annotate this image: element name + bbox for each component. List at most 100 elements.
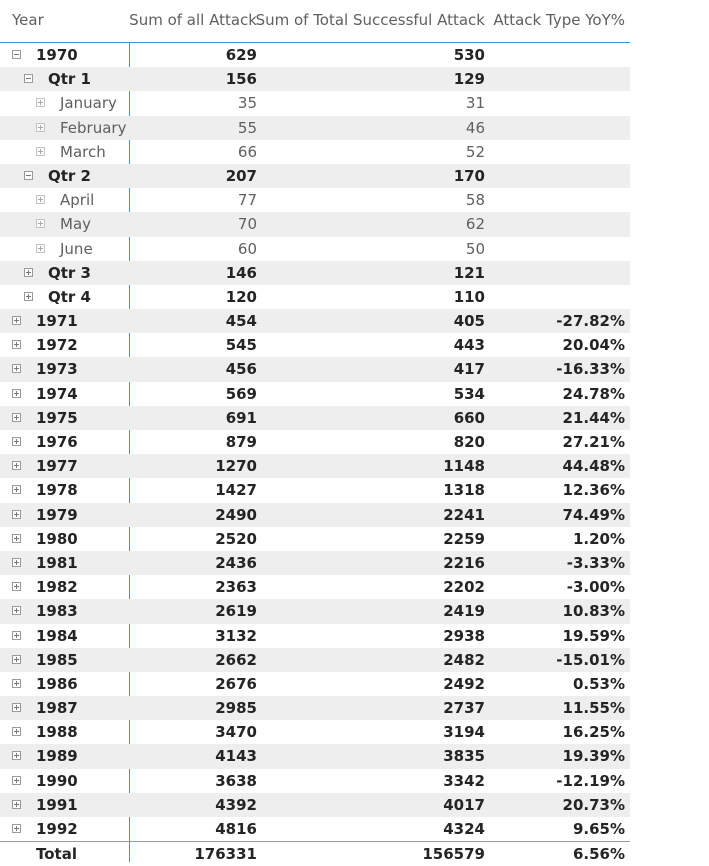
expand-plus-icon[interactable] bbox=[12, 630, 21, 640]
cell-success: 4324 bbox=[443, 820, 485, 838]
cell-success: 2938 bbox=[443, 626, 485, 645]
cell-success: 534 bbox=[453, 384, 485, 403]
table-row: 1981 2436 2216 -3.33% bbox=[0, 550, 630, 576]
table-row: 1975 691 660 21.44% bbox=[0, 405, 630, 430]
row-label: June bbox=[60, 239, 93, 258]
cell-attack: 2662 bbox=[215, 650, 257, 669]
expand-plus-icon[interactable] bbox=[36, 243, 45, 253]
table-row: 1971 454 405 -27.82% bbox=[0, 309, 630, 334]
cell-success: 2419 bbox=[443, 602, 485, 621]
header-sum-all-attack[interactable]: Sum of all Attack bbox=[129, 11, 257, 29]
cell-attack: 3638 bbox=[215, 771, 257, 790]
cell-attack: 1427 bbox=[215, 481, 257, 500]
table-row: Qtr 3 146 121 bbox=[0, 260, 630, 285]
table-row: April 77 58 bbox=[0, 188, 630, 212]
header-year[interactable]: Year bbox=[12, 11, 44, 29]
expand-plus-icon[interactable] bbox=[36, 146, 45, 156]
cell-yoy: 20.73% bbox=[562, 795, 625, 814]
cell-success: 417 bbox=[453, 360, 485, 379]
row-label: 1976 bbox=[36, 433, 78, 451]
total-label: Total bbox=[36, 845, 77, 864]
expand-plus-icon[interactable] bbox=[36, 219, 45, 229]
header-attack-type-yoy[interactable]: Attack Type YoY% bbox=[493, 11, 625, 29]
expand-plus-icon[interactable] bbox=[12, 824, 21, 833]
table-row: January 35 31 bbox=[0, 91, 630, 115]
cell-attack: 4392 bbox=[215, 795, 257, 814]
cell-yoy: 11.55% bbox=[562, 699, 625, 718]
cell-yoy: 74.49% bbox=[562, 505, 625, 524]
expand-plus-icon[interactable] bbox=[12, 509, 21, 519]
table-row: 1976 879 820 27.21% bbox=[0, 430, 630, 454]
cell-yoy: 1.20% bbox=[572, 529, 625, 548]
cell-success: 2241 bbox=[443, 505, 485, 524]
expand-plus-icon[interactable] bbox=[12, 582, 21, 592]
expand-plus-icon[interactable] bbox=[12, 654, 21, 664]
table-row: 1986 2676 2492 0.53% bbox=[0, 672, 630, 696]
collapse-minus-icon[interactable] bbox=[24, 170, 33, 180]
expand-plus-icon[interactable] bbox=[12, 703, 21, 713]
cell-success: 2202 bbox=[443, 578, 485, 597]
header-sum-successful-attack[interactable]: Sum of Total Successful Attack bbox=[255, 11, 485, 29]
expand-plus-icon[interactable] bbox=[36, 122, 45, 132]
table-row: 1972 545 443 20.04% bbox=[0, 333, 630, 357]
expand-plus-icon[interactable] bbox=[12, 340, 21, 350]
expand-plus-icon[interactable] bbox=[12, 485, 21, 495]
cell-success: 170 bbox=[453, 166, 485, 185]
cell-success: 129 bbox=[453, 70, 485, 89]
table-row: 1970 629 530 bbox=[0, 43, 630, 67]
expand-plus-icon[interactable] bbox=[12, 727, 21, 737]
cell-success: 660 bbox=[453, 408, 485, 427]
cell-attack: 691 bbox=[225, 408, 257, 427]
cell-success: 2259 bbox=[443, 529, 485, 548]
expand-plus-icon[interactable] bbox=[12, 412, 21, 422]
cell-attack: 1270 bbox=[215, 457, 257, 476]
row-label: 1987 bbox=[36, 699, 78, 718]
expand-plus-icon[interactable] bbox=[12, 316, 21, 326]
cell-success: 2492 bbox=[443, 674, 485, 693]
cell-attack: 146 bbox=[225, 263, 257, 282]
table-row: 1977 1270 1148 44.48% bbox=[0, 454, 630, 479]
expand-plus-icon[interactable] bbox=[36, 98, 45, 108]
cell-success: 443 bbox=[453, 336, 485, 355]
expand-plus-icon[interactable] bbox=[36, 195, 45, 205]
row-label: 1974 bbox=[36, 384, 78, 403]
expand-plus-icon[interactable] bbox=[12, 437, 21, 446]
cell-success: 3342 bbox=[443, 771, 485, 790]
expand-plus-icon[interactable] bbox=[12, 678, 21, 688]
expand-plus-icon[interactable] bbox=[12, 606, 21, 616]
table-row: 1974 569 534 24.78% bbox=[0, 382, 630, 406]
cell-attack: 3470 bbox=[215, 723, 257, 742]
expand-plus-icon[interactable] bbox=[24, 291, 33, 301]
cell-attack: 569 bbox=[225, 384, 257, 403]
cell-attack: 2520 bbox=[215, 529, 257, 548]
table-row: February 55 46 bbox=[0, 115, 630, 140]
cell-attack: 156 bbox=[225, 70, 257, 89]
cell-success: 1318 bbox=[443, 481, 485, 500]
expand-plus-icon[interactable] bbox=[12, 751, 21, 761]
expand-plus-icon[interactable] bbox=[12, 388, 21, 398]
expand-plus-icon[interactable] bbox=[24, 267, 33, 277]
table-row: June 60 50 bbox=[0, 237, 630, 261]
expand-plus-icon[interactable] bbox=[12, 533, 21, 543]
expand-plus-icon[interactable] bbox=[12, 775, 21, 785]
table-row: Qtr 2 207 170 bbox=[0, 163, 630, 189]
cell-attack: 629 bbox=[225, 46, 257, 64]
row-label: 1990 bbox=[36, 771, 78, 790]
expand-plus-icon[interactable] bbox=[12, 461, 21, 471]
collapse-minus-icon[interactable] bbox=[24, 74, 33, 84]
expand-plus-icon[interactable] bbox=[12, 799, 21, 809]
matrix-header: Year Sum of all Attack Sum of Total Succ… bbox=[0, 0, 630, 43]
cell-yoy: -3.00% bbox=[566, 578, 625, 597]
cell-attack: 35 bbox=[237, 94, 257, 113]
cell-yoy: 0.53% bbox=[572, 674, 625, 693]
collapse-minus-icon[interactable] bbox=[12, 50, 21, 59]
expand-plus-icon[interactable] bbox=[12, 364, 21, 374]
row-label: 1978 bbox=[36, 481, 78, 500]
cell-success: 62 bbox=[465, 215, 485, 234]
row-label: 1980 bbox=[36, 529, 78, 548]
row-label: Qtr 3 bbox=[48, 263, 91, 282]
cell-yoy: -16.33% bbox=[556, 360, 625, 379]
row-header-divider bbox=[129, 42, 130, 862]
expand-plus-icon[interactable] bbox=[12, 557, 21, 567]
cell-success: 2482 bbox=[443, 650, 485, 669]
